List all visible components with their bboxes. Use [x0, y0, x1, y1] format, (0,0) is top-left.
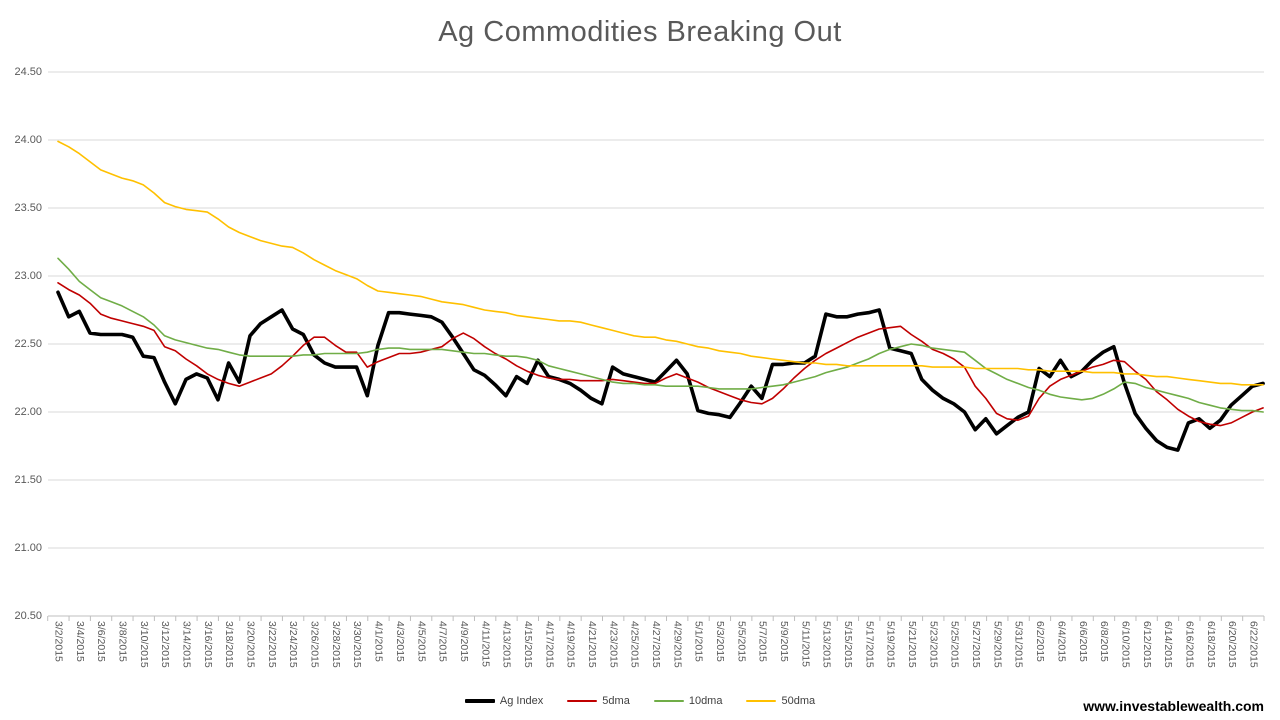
- x-axis-date-label: 5/7/2015: [756, 621, 769, 662]
- legend-label: Ag Index: [499, 695, 544, 707]
- legend-item-10dma: 10dma: [653, 695, 723, 707]
- x-axis-date-label: 3/20/2015: [244, 621, 257, 668]
- x-axis-date-label: 6/18/2015: [1204, 621, 1217, 668]
- x-axis-date-label: 5/13/2015: [820, 621, 833, 668]
- x-axis-date-label: 5/1/2015: [692, 621, 705, 662]
- x-axis-date-label: 5/15/2015: [842, 621, 855, 668]
- x-axis-date-label: 5/31/2015: [1012, 621, 1025, 668]
- x-axis-date-label: 4/9/2015: [457, 621, 470, 662]
- x-axis-date-label: 5/21/2015: [906, 621, 919, 668]
- legend-line-swatch: [653, 700, 684, 702]
- x-axis-date-label: 4/1/2015: [372, 621, 385, 662]
- x-axis-date-label: 3/8/2015: [116, 621, 129, 662]
- x-axis-date-label: 6/14/2015: [1162, 621, 1175, 668]
- x-axis-date-label: 6/8/2015: [1098, 621, 1111, 662]
- legend-line-swatch: [746, 700, 777, 702]
- y-axis-tick-label: 21.50: [14, 474, 42, 486]
- x-axis-date-label: 3/26/2015: [308, 621, 321, 668]
- watermark-text: www.investablewealth.com: [1083, 698, 1264, 714]
- x-axis-date-label: 4/11/2015: [479, 621, 492, 667]
- x-axis-date-label: 5/23/2015: [927, 621, 940, 668]
- y-axis-tick-label: 22.00: [14, 406, 42, 418]
- x-axis-date-label: 5/17/2015: [863, 621, 876, 668]
- legend-item-ag-index: Ag Index: [464, 695, 544, 707]
- y-axis-tick-label: 22.50: [14, 338, 42, 350]
- x-axis-date-label: 3/2/2015: [52, 621, 65, 662]
- x-axis-date-label: 4/5/2015: [415, 621, 428, 662]
- chart-title: Ag Commodities Breaking Out: [438, 16, 842, 48]
- x-axis-date-label: 4/15/2015: [521, 621, 534, 668]
- x-axis-date-label: 5/9/2015: [778, 621, 790, 662]
- x-axis-date-label: 5/25/2015: [948, 621, 961, 668]
- x-axis-date-label: 3/24/2015: [287, 621, 300, 668]
- legend-line-swatch: [464, 699, 495, 703]
- x-axis-date-label: 3/30/2015: [351, 621, 364, 668]
- x-axis-date-label: 3/18/2015: [223, 621, 236, 668]
- series-line-50dma: [57, 140, 1264, 386]
- y-axis-tick-label: 21.00: [14, 542, 42, 554]
- x-axis-date-label: 5/5/2015: [735, 621, 748, 662]
- x-axis-date-label: 4/23/2015: [607, 621, 620, 668]
- x-axis-date-label: 4/17/2015: [543, 621, 556, 668]
- x-axis-date-label: 6/4/2015: [1055, 621, 1068, 662]
- x-axis-date-label: 3/14/2015: [180, 621, 193, 668]
- x-axis-date-label: 3/4/2015: [73, 621, 86, 662]
- x-axis-date-label: 5/29/2015: [991, 621, 1004, 668]
- legend-label: 50dma: [781, 695, 816, 707]
- x-axis-date-label: 4/25/2015: [628, 621, 641, 668]
- series-line-5dma: [57, 281, 1264, 427]
- x-axis-date-label: 3/22/2015: [265, 621, 278, 668]
- series-line-10dma: [57, 257, 1264, 413]
- x-axis-date-label: 4/27/2015: [649, 621, 662, 668]
- x-axis-date-label: 6/2/2015: [1034, 621, 1047, 662]
- x-axis-date-label: 6/20/2015: [1226, 621, 1239, 668]
- series-line-ag-index: [56, 290, 1265, 452]
- y-axis-tick-label: 24.00: [14, 134, 42, 146]
- x-axis-date-label: 5/19/2015: [884, 621, 897, 668]
- chart-legend: Ag Index 5dma 10dma 50dma: [0, 695, 1280, 707]
- x-axis-date-label: 6/12/2015: [1140, 621, 1153, 668]
- x-axis-date-label: 3/12/2015: [159, 621, 172, 668]
- legend-line-swatch: [567, 700, 598, 702]
- legend-item-50dma: 50dma: [746, 695, 815, 707]
- x-axis-date-label: 6/6/2015: [1076, 621, 1089, 662]
- x-axis-date-label: 5/27/2015: [970, 621, 983, 668]
- x-axis-date-label: 4/21/2015: [585, 621, 598, 668]
- y-axis-tick-label: 24.50: [14, 66, 42, 78]
- x-axis-date-label: 3/10/2015: [137, 621, 150, 668]
- y-axis-tick-label: 20.50: [14, 610, 42, 622]
- legend-label: 10dma: [688, 695, 723, 707]
- y-axis-tick-label: 23.50: [14, 202, 42, 214]
- x-axis-date-label: 4/13/2015: [500, 621, 513, 668]
- x-axis-date-label: 3/28/2015: [329, 621, 342, 668]
- legend-label: 5dma: [602, 695, 630, 707]
- x-axis-date-label: 3/6/2015: [95, 621, 108, 662]
- x-axis-date-label: 6/22/2015: [1247, 621, 1260, 668]
- x-axis-date-label: 4/29/2015: [671, 621, 684, 668]
- x-axis-date-label: 4/7/2015: [436, 621, 449, 662]
- x-axis-date-label: 4/19/2015: [564, 621, 577, 668]
- x-axis-date-label: 4/3/2015: [393, 621, 406, 662]
- x-axis-date-label: 5/3/2015: [713, 621, 726, 662]
- y-axis-tick-label: 23.00: [14, 270, 42, 282]
- x-axis-date-label: 3/16/2015: [201, 621, 214, 668]
- legend-item-5dma: 5dma: [567, 695, 630, 707]
- x-axis-date-label: 6/10/2015: [1119, 621, 1132, 668]
- x-axis-date-label: 5/11/2015: [799, 621, 812, 667]
- x-axis-date-label: 6/16/2015: [1183, 621, 1196, 668]
